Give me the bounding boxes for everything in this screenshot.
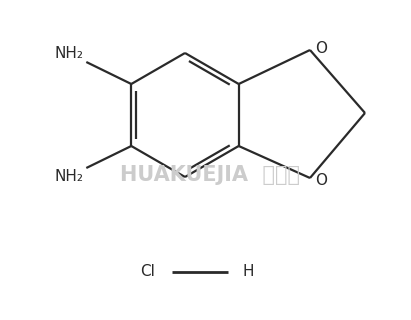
Text: NH₂: NH₂: [54, 169, 83, 184]
Text: HUAKUEJIA  化学加: HUAKUEJIA 化学加: [120, 165, 300, 185]
Text: NH₂: NH₂: [54, 46, 83, 61]
Text: H: H: [242, 265, 254, 279]
Text: O: O: [315, 41, 327, 55]
Text: Cl: Cl: [141, 265, 155, 279]
Text: O: O: [315, 172, 327, 188]
